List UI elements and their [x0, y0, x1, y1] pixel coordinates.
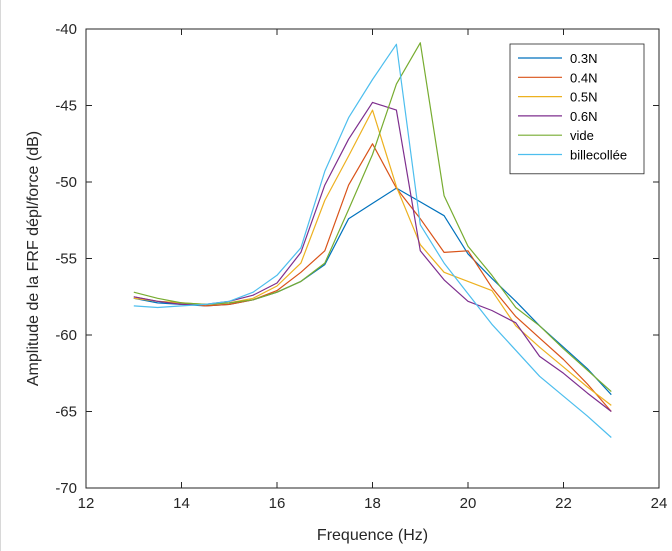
series-line-5	[133, 43, 612, 438]
x-tick-label: 12	[78, 495, 95, 512]
y-tick-label: -70	[55, 480, 77, 497]
legend-label-2: 0.5N	[570, 90, 597, 105]
series-lines	[133, 42, 612, 438]
legend-label-5: billecollée	[570, 148, 627, 163]
x-tick-label: 18	[364, 495, 381, 512]
legend-label-1: 0.4N	[570, 70, 597, 85]
legend-label-3: 0.6N	[570, 109, 597, 124]
legend-label-4: vide	[570, 128, 594, 143]
series-line-1	[133, 143, 612, 412]
y-tick-label: -40	[55, 21, 77, 38]
legend-label-0: 0.3N	[570, 51, 597, 66]
y-tick-label: -60	[55, 327, 77, 344]
y-tick-label: -45	[55, 98, 77, 115]
y-axis-title: Amplitude de la FRF dépl/force (dB)	[25, 131, 42, 386]
y-tick-label: -50	[55, 174, 77, 191]
x-tick-label: 16	[269, 495, 286, 512]
x-axis-title: Frequence (Hz)	[317, 527, 428, 544]
y-tick-label: -65	[55, 404, 77, 421]
x-tick-label: 22	[555, 495, 572, 512]
legend-box	[509, 43, 645, 175]
screenshot-edge	[0, 0, 1, 551]
x-tick-label: 20	[460, 495, 477, 512]
x-tick-label: 24	[651, 495, 668, 512]
x-tick-label: 14	[173, 495, 190, 512]
y-tick-label: -55	[55, 251, 77, 268]
axes: 12 14 16 18 20 22 24 -70 -65 -60 -55 -50 -45 -40	[55, 21, 667, 512]
legend: 0.3N 0.4N 0.5N 0.6N vide billecollée	[509, 43, 645, 175]
